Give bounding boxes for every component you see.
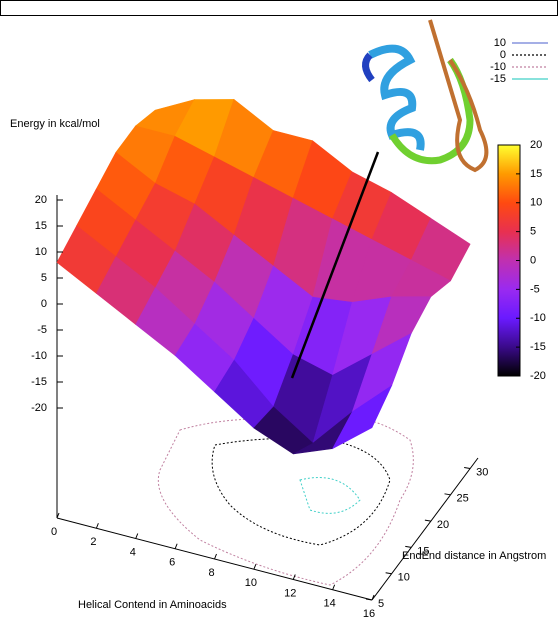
x-tick-label: 0 [51,526,57,538]
y-tick [464,467,471,470]
x-tick-label: 4 [130,546,136,558]
x-tick [174,543,178,549]
z-tick-label: 0 [41,298,47,310]
helix [362,52,375,83]
x-tick [292,574,296,580]
y-tick-label: 30 [476,466,488,478]
helix [368,44,425,151]
surface [56,98,471,455]
x-tick [253,564,257,570]
x-tick-label: 12 [284,587,296,599]
x-tick-label: 10 [245,577,257,589]
y-tick [385,572,392,575]
z-tick-label: -15 [31,376,47,388]
contour-line [211,437,391,546]
legend-label: 10 [494,37,506,49]
y-tick-label: 15 [417,545,429,557]
colorbar-tick-label: 15 [530,168,542,180]
y-axis [371,457,479,601]
colorbar-tick-label: -5 [530,283,540,295]
x-tick-label: 2 [90,536,96,548]
x-tick [332,584,336,590]
colorbar-tick-label: 10 [530,197,542,209]
x-tick [95,523,99,529]
y-tick-label: 5 [378,598,384,610]
y-axis-label: EndEnd distance in Angstrom [402,550,546,562]
legend: 100-10-15 [490,37,548,85]
pointer-line [290,151,380,379]
y-tick [444,493,451,496]
legend-label: -10 [490,61,506,73]
protein-structure [362,19,489,173]
legend-label: 0 [500,49,506,61]
y-tick-label: 25 [457,493,469,505]
colorbar-tick-label: -20 [530,370,546,382]
legend-label: -15 [490,73,506,85]
y-tick [365,598,373,601]
x-tick [135,533,139,539]
colorbar-tick-label: 5 [530,226,536,238]
z-axis-label: Energy in kcal/mol [10,118,100,130]
x-tick-label: 14 [324,598,336,610]
colorbar-tick-label: -10 [530,312,546,324]
x-tick-label: 6 [169,557,175,569]
surface-patch [331,384,393,450]
y-tick-label: 20 [437,519,449,531]
top-frame [0,0,558,16]
x-tick [371,594,375,601]
y-tick-label: 10 [398,572,410,584]
x-tick [214,553,217,560]
x-tick [56,512,60,519]
z-tick-label: -20 [31,402,47,414]
x-tick-label: 16 [363,608,375,619]
strand [428,19,489,173]
z-tick-label: -5 [37,324,47,336]
contour-line [299,477,361,514]
colorbar-tick-label: 0 [530,254,536,266]
y-tick [424,519,431,522]
y-tick [405,545,412,548]
z-tick-label: -10 [31,350,47,362]
x-axis-label: Helical Contend in Aminoacids [78,599,227,611]
colorbar-tick-label: -15 [530,341,546,353]
colorbar-tick-label: 20 [530,139,542,151]
z-tick-label: 5 [41,272,47,284]
x-tick-label: 8 [208,567,214,579]
z-tick-label: 15 [35,220,47,232]
z-tick-label: 10 [35,246,47,258]
z-tick-label: 20 [35,194,47,206]
